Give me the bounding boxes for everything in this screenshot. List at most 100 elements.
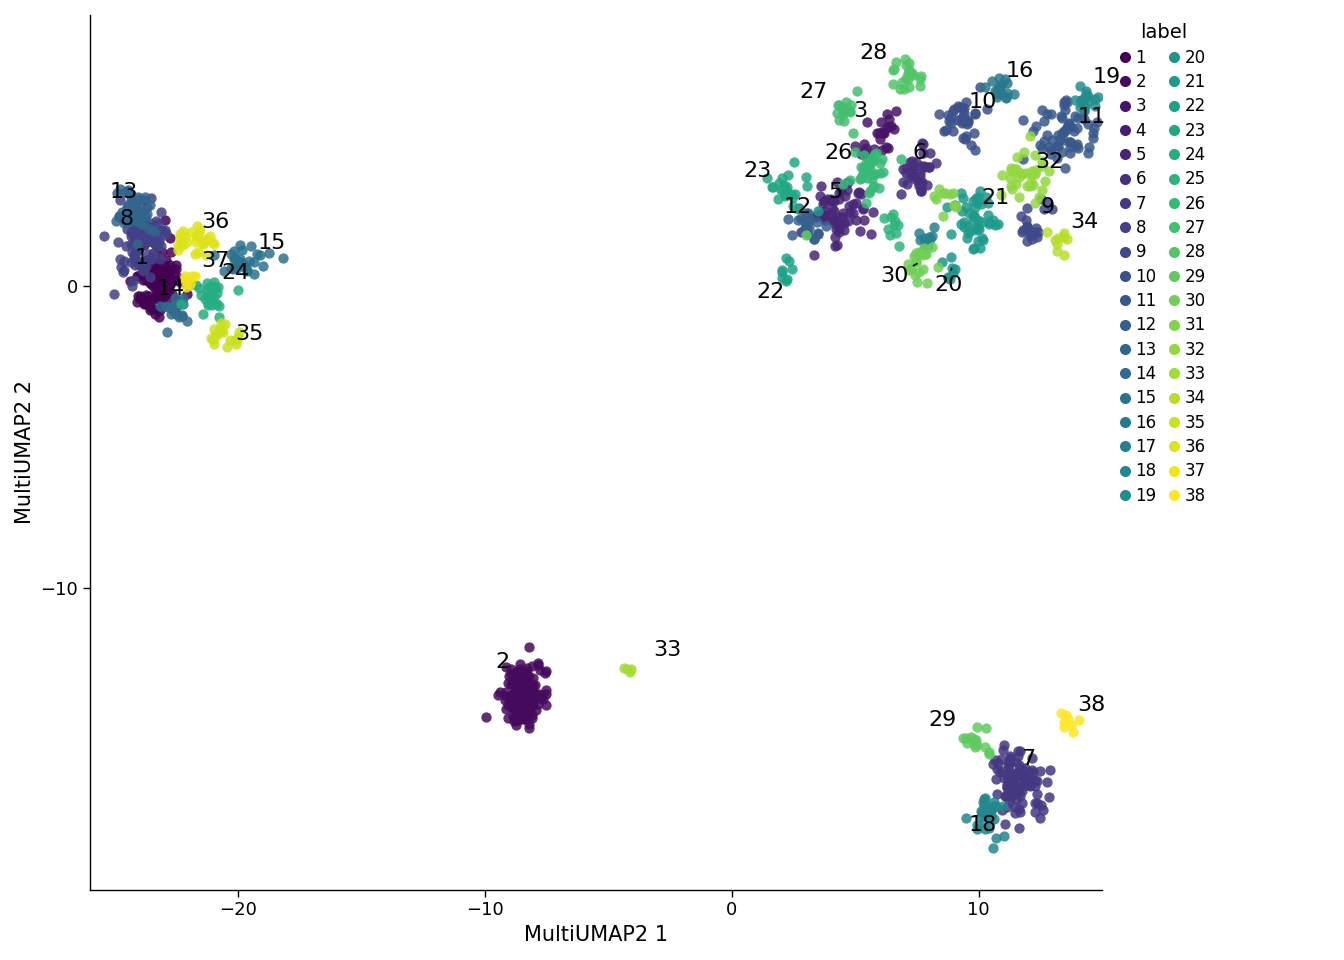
Point <box>1051 144 1073 159</box>
Point <box>844 138 866 154</box>
Point <box>504 665 526 681</box>
Point <box>898 72 919 87</box>
Text: 20: 20 <box>934 269 962 296</box>
Point <box>777 168 798 183</box>
Point <box>953 108 974 124</box>
Point <box>794 221 816 236</box>
Point <box>505 686 527 702</box>
Point <box>931 254 953 270</box>
Point <box>995 90 1016 106</box>
Point <box>997 766 1019 781</box>
Point <box>977 806 999 822</box>
Point <box>500 676 521 691</box>
Text: 11: 11 <box>1078 107 1106 127</box>
Point <box>1012 167 1034 182</box>
Point <box>125 196 146 211</box>
Point <box>993 799 1015 814</box>
Point <box>1020 227 1042 242</box>
Point <box>993 828 1015 844</box>
Point <box>108 208 129 224</box>
Point <box>797 204 818 220</box>
Point <box>521 659 543 674</box>
Point <box>925 191 946 206</box>
Point <box>177 276 199 292</box>
Point <box>1009 788 1031 804</box>
Point <box>159 262 180 277</box>
Point <box>192 233 214 249</box>
Point <box>515 685 536 701</box>
Point <box>849 171 871 186</box>
Point <box>122 215 144 230</box>
Point <box>496 660 517 675</box>
Point <box>892 161 914 177</box>
Point <box>863 180 884 195</box>
Point <box>503 713 524 729</box>
Point <box>192 237 214 252</box>
Point <box>505 671 527 686</box>
Point <box>153 298 175 313</box>
Point <box>148 233 169 249</box>
Point <box>168 309 190 324</box>
Point <box>988 217 1009 232</box>
Point <box>910 183 931 199</box>
Point <box>152 267 173 282</box>
Point <box>171 297 192 312</box>
Point <box>890 151 911 166</box>
Point <box>913 241 934 256</box>
Point <box>1075 83 1097 98</box>
Point <box>109 181 130 197</box>
Point <box>155 212 176 228</box>
Point <box>109 252 130 267</box>
Point <box>1019 778 1040 793</box>
Point <box>798 220 820 235</box>
Point <box>526 687 547 703</box>
Y-axis label: MultiUMAP2 2: MultiUMAP2 2 <box>15 380 35 524</box>
Point <box>204 336 226 351</box>
Point <box>1056 711 1078 727</box>
Point <box>964 207 985 223</box>
Point <box>181 268 203 283</box>
Point <box>176 234 198 250</box>
Point <box>866 145 887 160</box>
Point <box>175 279 196 295</box>
Point <box>146 266 168 281</box>
Point <box>144 301 165 317</box>
Point <box>167 297 188 312</box>
Point <box>226 332 247 348</box>
Point <box>1025 119 1047 134</box>
Point <box>173 273 195 288</box>
Point <box>862 204 883 219</box>
Point <box>952 731 973 746</box>
Point <box>797 227 818 242</box>
Point <box>1015 165 1036 180</box>
Point <box>773 181 794 197</box>
Point <box>146 275 168 290</box>
Point <box>151 294 172 309</box>
Point <box>824 229 845 245</box>
Point <box>981 74 1003 89</box>
Point <box>113 262 134 277</box>
Point <box>243 254 265 270</box>
Point <box>133 237 155 252</box>
Point <box>813 194 835 209</box>
Point <box>1030 137 1051 153</box>
Point <box>1030 191 1051 206</box>
Point <box>152 288 173 303</box>
Point <box>207 285 228 300</box>
Point <box>513 701 535 716</box>
Point <box>996 780 1017 796</box>
Point <box>161 287 183 302</box>
Point <box>829 222 851 237</box>
Point <box>620 664 641 680</box>
Point <box>220 246 242 261</box>
Point <box>160 276 181 292</box>
Point <box>853 212 875 228</box>
Point <box>866 126 887 141</box>
Point <box>960 138 981 154</box>
Point <box>134 216 156 231</box>
Point <box>219 332 241 348</box>
Point <box>942 265 964 280</box>
Point <box>856 114 878 130</box>
Point <box>914 159 935 175</box>
Point <box>984 811 1005 827</box>
